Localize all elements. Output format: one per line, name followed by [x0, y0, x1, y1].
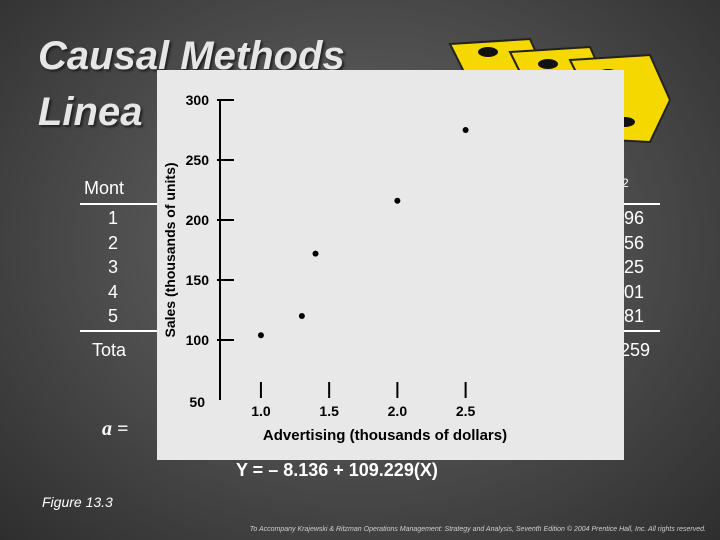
month-cell: 5	[108, 306, 119, 326]
month-cell: 3	[108, 257, 119, 277]
month-cell: 2	[108, 232, 119, 253]
y-tick-label: 150	[186, 272, 210, 288]
data-point	[312, 250, 319, 257]
slide-title-line1: Causal Methods	[38, 34, 345, 78]
data-point	[462, 127, 469, 133]
right-value-cell: 01	[624, 281, 645, 302]
intercept-formula-prefix: a =	[102, 418, 129, 440]
right-value-cell: 25	[624, 257, 645, 277]
x-tick-label: 1.0	[251, 403, 271, 419]
month-column-header: Mont	[84, 178, 125, 198]
x-tick-label: 1.5	[319, 403, 339, 419]
y-origin-label: 50	[189, 394, 205, 410]
y-tick-label: 200	[186, 212, 210, 228]
total-value: 259	[620, 340, 651, 360]
month-cell: 4	[108, 281, 119, 302]
right-value-cell: 81	[624, 306, 645, 326]
month-cell: 1	[108, 208, 119, 228]
data-point	[298, 313, 305, 319]
x-tick-label: 2.5	[456, 403, 476, 419]
regression-equation: Y = – 8.136 + 109.229(X)	[236, 460, 438, 480]
right-column-header: 2	[622, 176, 629, 190]
scatter-chart-panel: Sales (thousands of units) Advertising (…	[157, 70, 624, 460]
y-tick-label: 250	[186, 152, 210, 168]
scatter-chart: Sales (thousands of units) Advertising (…	[162, 92, 507, 444]
data-point	[394, 197, 401, 204]
y-tick-label: 300	[186, 92, 210, 108]
y-tick-label: 100	[186, 332, 210, 348]
copyright-footer: To Accompany Krajewski & Ritzman Operati…	[249, 526, 706, 533]
total-label: Tota	[92, 340, 127, 360]
figure-label: Figure 13.3	[42, 494, 113, 510]
x-tick-label: 2.0	[388, 403, 408, 419]
data-point	[257, 332, 264, 339]
slide-title-line2: Linea	[38, 90, 143, 134]
y-axis-label: Sales (thousands of units)	[162, 162, 178, 337]
right-value-cell: 56	[624, 232, 645, 253]
x-axis-label: Advertising (thousands of dollars)	[263, 427, 507, 444]
right-value-cell: 96	[624, 208, 645, 228]
